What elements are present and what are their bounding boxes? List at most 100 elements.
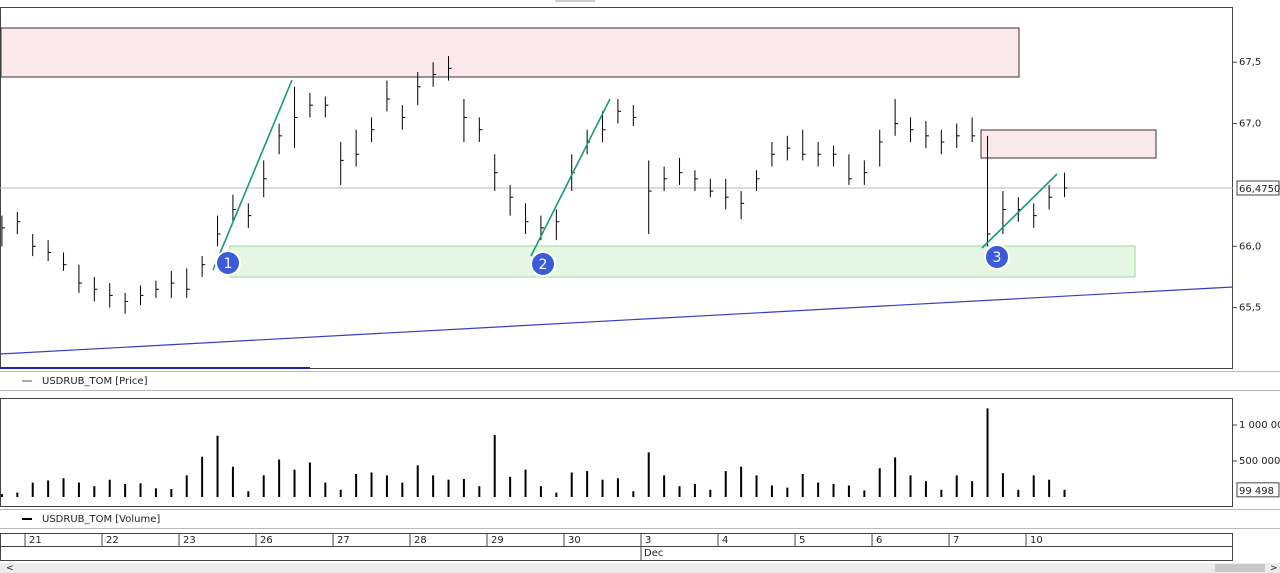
volume-bar [231,466,234,497]
volume-bar [524,469,527,497]
volume-bar [847,485,850,497]
volume-bar [663,475,666,497]
x-tick-label: 27 [337,535,350,546]
last-value-box [1236,180,1280,196]
volume-bar [293,469,296,497]
volume-bar [478,486,481,497]
volume-bar [770,485,773,497]
volume-bar [555,492,558,497]
volume-bar [462,478,465,497]
scrollbar-thumb[interactable] [1215,564,1265,572]
marker-label: 2 [539,257,548,273]
volume-bar [1063,489,1066,497]
volume-bar [878,468,881,497]
volume-bar [216,435,219,497]
marker [530,251,556,277]
volume-bar [93,486,96,497]
volume-bar [740,466,743,497]
volume-bar [909,475,912,497]
x-tick-label: 30 [568,535,581,546]
volume-bar [0,494,3,497]
x-tick-label: 29 [491,535,504,546]
marker-label: 3 [993,250,1002,266]
legend-label: USDRUB_TOM [Price] [42,376,148,387]
volume-bar [385,475,388,497]
volume-bar [693,484,696,497]
last-value-label: 66,4750 [1239,184,1280,195]
volume-bar [955,475,958,497]
y-tick-label: 500 000 [1239,456,1280,467]
last-value-box [1236,482,1280,498]
volume-bar [77,482,80,497]
volume-bar [817,482,820,497]
last-value-label: 99 498 [1239,486,1274,497]
volume-bar [370,472,373,497]
volume-bar [924,481,927,497]
volume-bar [986,408,989,497]
volume-bar [278,459,281,497]
volume-bar [124,484,127,497]
x-tick-label: 28 [414,535,427,546]
volume-bar [786,487,789,497]
volume-bar [401,482,404,497]
resistance-zone [0,27,1020,78]
volume-bar [724,471,727,497]
scroll-left[interactable]: < [6,564,14,573]
x-tick-label: 22 [106,535,119,546]
scrollbar[interactable] [0,563,1280,573]
trend-line [212,79,293,271]
legend-label: USDRUB_TOM [Volume] [42,514,160,525]
volume-bar [832,484,835,497]
volume-bar [586,471,589,497]
volume-bar [339,489,342,497]
resistance-zone [980,129,1157,159]
volume-bar [262,475,265,497]
volume-bar [108,479,111,497]
volume-bar [940,489,943,497]
y-tick-label: 67,0 [1239,119,1261,130]
marker-label: 1 [224,256,233,272]
volume-bar [539,486,542,497]
y-tick-label: 1 000 000 [1239,420,1280,431]
volume-panel [0,398,1233,507]
marker [984,244,1010,270]
volume-bar [1017,489,1020,497]
trend-line [530,98,611,257]
volume-bar [632,491,635,497]
volume-bar [308,462,311,497]
volume-bar [971,481,974,497]
volume-bar [601,479,604,497]
trend-line [981,173,1058,249]
drawings [0,27,1234,369]
support-zone [229,245,1136,278]
volume-bar [570,472,573,497]
scroll-right[interactable]: > [1270,564,1278,573]
volume-bar [647,452,650,497]
volume-bar [493,435,496,497]
volume-bar [863,490,866,497]
volume-bar [447,479,450,497]
x-tick-label: 3 [645,535,651,546]
volume-bar [1032,475,1035,497]
volume-bar [709,489,712,497]
volume-bar [1001,473,1004,497]
volume-bar [355,473,358,497]
volume-bar [616,478,619,497]
y-tick-label: 67,5 [1239,57,1261,68]
volume-bar [185,475,188,497]
volume-bar [170,489,173,497]
top-tab [555,0,595,2]
volume-bar [201,456,204,497]
volume-bar [509,476,512,497]
x-tick-label: 21 [29,535,42,546]
volume-bar [432,475,435,497]
x-tick-label: 26 [260,535,273,546]
trend-line [0,286,1234,355]
volume-bar [1048,479,1051,497]
x-tick-label: 23 [183,535,196,546]
volume-bar [154,488,157,497]
volume-bar [894,457,897,497]
x-tick-label: 6 [876,535,882,546]
volume-bar [62,478,65,497]
